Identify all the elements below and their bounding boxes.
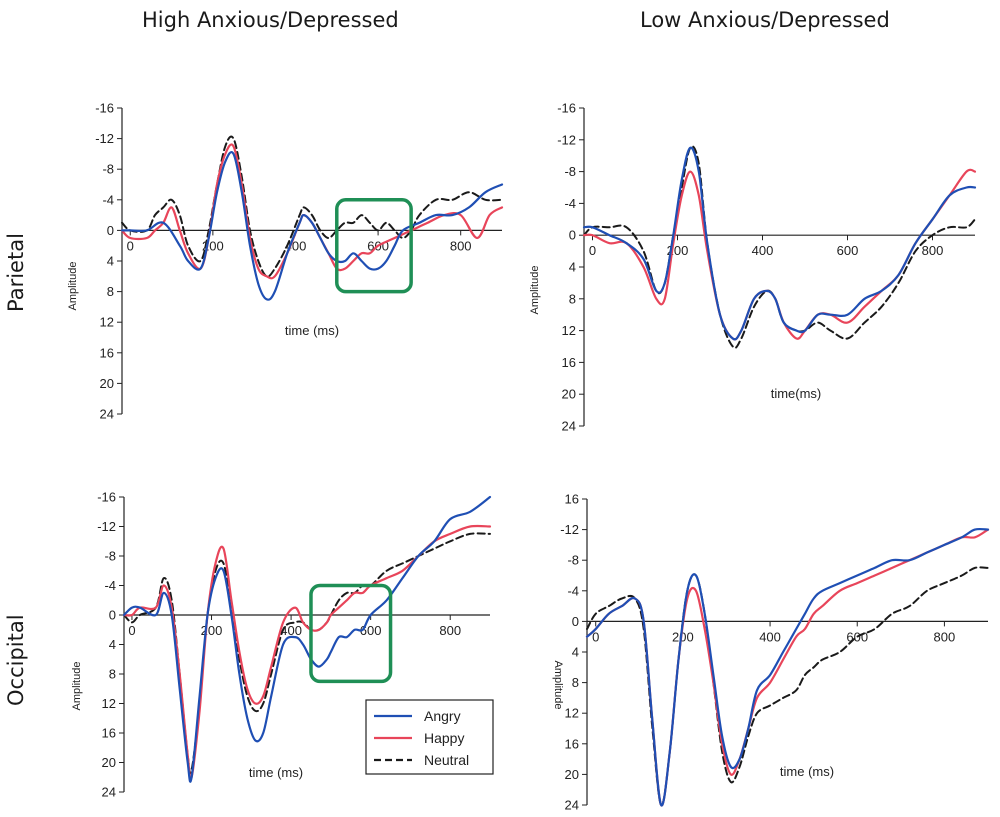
y-tick-label: 20	[102, 755, 116, 770]
y-tick-label: 12	[565, 706, 579, 721]
x-axis-label: time (ms)	[285, 323, 339, 338]
series-line-neutral	[586, 566, 989, 807]
column-title-low: Low Anxious/Depressed	[640, 8, 890, 32]
x-tick-label: 400	[759, 629, 781, 644]
y-tick-label: 24	[102, 785, 116, 800]
x-tick-label: 0	[589, 243, 596, 258]
y-tick-label: -12	[560, 522, 579, 537]
y-tick-label: -12	[95, 131, 114, 146]
x-tick-label: 400	[752, 243, 774, 258]
y-tick-label: 0	[109, 608, 116, 623]
x-tick-label: 0	[127, 238, 134, 253]
y-tick-label: 20	[100, 376, 114, 391]
x-tick-label: 800	[439, 623, 461, 638]
y-tick-label: 24	[100, 407, 114, 422]
x-tick-label: 200	[672, 629, 694, 644]
x-axis-label: time(ms)	[771, 386, 822, 401]
y-tick-label: 16	[102, 726, 116, 741]
y-axis-label: Amplitude	[552, 661, 564, 710]
y-tick-label: 4	[107, 254, 114, 269]
series-line-angry	[585, 527, 990, 807]
legend-label-happy: Happy	[424, 730, 464, 746]
y-tick-label: 0	[107, 223, 114, 238]
y-tick-label: -4	[564, 196, 576, 211]
y-tick-label: -4	[104, 578, 116, 593]
series-line-angry	[122, 495, 492, 783]
x-tick-label: 0	[592, 629, 599, 644]
y-tick-label: 8	[572, 675, 579, 690]
y-tick-label: 12	[562, 323, 576, 338]
highlight-box	[309, 583, 393, 684]
series-line-angry	[120, 150, 504, 301]
series-line-neutral	[583, 145, 976, 349]
y-tick-label: 0	[572, 614, 579, 629]
x-tick-label: 0	[128, 623, 135, 638]
legend-label-angry: Angry	[424, 708, 461, 724]
x-axis-label: time (ms)	[780, 764, 834, 779]
x-tick-label: 200	[201, 623, 223, 638]
y-tick-label: 8	[109, 667, 116, 682]
y-tick-label: 0	[569, 228, 576, 243]
legend: Angry Happy Neutral	[365, 699, 494, 775]
y-tick-label: 4	[569, 260, 576, 275]
series-line-neutral	[121, 135, 503, 278]
y-tick-label: 20	[562, 387, 576, 402]
y-tick-label: -16	[557, 101, 576, 116]
y-tick-label: -4	[102, 192, 114, 207]
y-tick-label: 16	[100, 345, 114, 360]
y-axis-label: Amplitude	[71, 662, 83, 711]
y-tick-label: 8	[107, 284, 114, 299]
y-tick-label: 24	[565, 798, 579, 813]
x-tick-label: 800	[934, 629, 956, 644]
y-tick-label: -16	[95, 101, 114, 116]
y-tick-label: 16	[565, 736, 579, 751]
y-tick-label: 4	[572, 645, 579, 660]
series-line-happy	[122, 524, 492, 781]
x-tick-label: 400	[280, 623, 302, 638]
x-axis-label: time (ms)	[249, 765, 303, 780]
y-tick-label: -8	[564, 164, 576, 179]
y-tick-label: -16	[97, 490, 116, 505]
y-tick-label: 12	[102, 696, 116, 711]
y-tick-label: 16	[565, 492, 579, 507]
y-tick-label: 20	[565, 767, 579, 782]
y-tick-label: 8	[569, 291, 576, 306]
y-tick-label: 24	[562, 419, 576, 434]
column-title-high: High Anxious/Depressed	[142, 8, 399, 32]
y-tick-label: -8	[102, 162, 114, 177]
x-tick-label: 800	[450, 238, 472, 253]
series-line-angry	[582, 146, 977, 341]
y-tick-label: -12	[97, 519, 116, 534]
y-axis-label: Amplitude	[529, 266, 541, 315]
legend-label-neutral: Neutral	[424, 752, 469, 768]
highlight-box	[335, 198, 413, 294]
y-tick-label: 4	[109, 637, 116, 652]
y-tick-label: 12	[100, 315, 114, 330]
y-tick-label: -4	[567, 583, 579, 598]
y-tick-label: -8	[567, 553, 579, 568]
y-tick-label: 16	[562, 355, 576, 370]
x-tick-label: 800	[922, 243, 944, 258]
x-tick-label: 600	[837, 243, 859, 258]
y-tick-label: -8	[104, 549, 116, 564]
x-tick-label: 400	[285, 238, 307, 253]
y-axis-label: Amplitude	[67, 262, 79, 311]
y-tick-label: -12	[557, 132, 576, 147]
